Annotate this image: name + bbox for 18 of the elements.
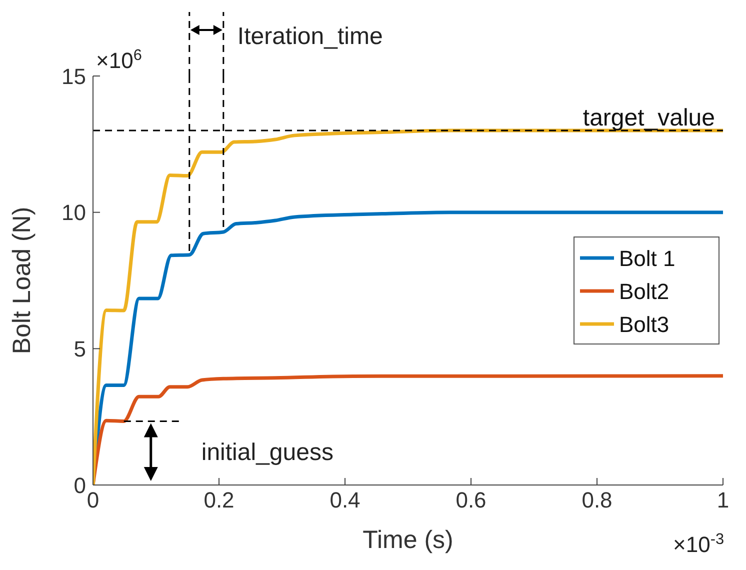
x-tick-label: 0.8 — [582, 488, 612, 513]
legend-label: Bolt2 — [619, 279, 670, 304]
x-axis-title: Time (s) — [362, 526, 454, 554]
annotation: initial_guess — [201, 439, 334, 466]
legend-label: Bolt 1 — [619, 246, 676, 271]
ref-line-label: target_value — [582, 104, 715, 132]
y-tick-label: 10 — [62, 200, 86, 226]
y-tick-label: 5 — [74, 336, 86, 362]
x-tick-label: 1 — [716, 488, 730, 513]
text: Iteration_time — [237, 23, 383, 50]
x-tick-label: 0.6 — [456, 488, 486, 513]
text: ×10$^{6}$ — [96, 46, 142, 73]
y-axis-title: Bolt Load (N) — [8, 206, 36, 354]
x-tick-label: 0.4 — [330, 488, 360, 513]
legend-label: Bolt3 — [619, 312, 670, 337]
y-tick-label: 15 — [62, 64, 86, 89]
text: ×10$^{-3}$ — [673, 530, 724, 557]
x-tick-label: 0.2 — [204, 488, 234, 513]
